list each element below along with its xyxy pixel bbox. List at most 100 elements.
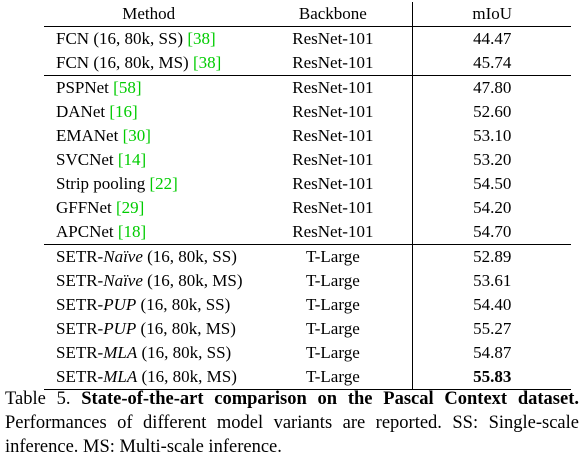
citation-link[interactable]: [58]	[113, 78, 142, 97]
cell-backbone: T-Large	[305, 271, 360, 290]
table-row: FCN (16, 80k, SS) [38] ResNet-101 44.47	[44, 26, 571, 51]
cell-backbone: ResNet-101	[292, 126, 374, 145]
method-name: SETR-	[56, 247, 104, 266]
cell-miou: 53.20	[412, 148, 571, 172]
table-row: EMANet [30] ResNet-101 53.10	[44, 124, 571, 148]
method-settings: (16, 80k, MS)	[142, 271, 243, 290]
cell-miou: 54.20	[412, 196, 571, 220]
citation-link[interactable]: [14]	[117, 150, 147, 169]
table-row: Strip pooling [22] ResNet-101 54.50	[44, 172, 571, 196]
method-name: FCN (16, 80k, MS)	[56, 53, 193, 72]
table-row: FCN (16, 80k, MS) [38] ResNet-101 45.74	[44, 51, 571, 76]
method-variant: Naïve	[103, 271, 143, 290]
method-settings: (16, 80k, MS)	[136, 319, 236, 338]
cell-method: FCN (16, 80k, MS) [38]	[44, 51, 253, 76]
cell-miou: 55.27	[412, 317, 571, 341]
method-settings: (16, 80k, MS)	[137, 367, 237, 386]
cell-backbone: ResNet-101	[292, 150, 374, 169]
method-settings: (16, 80k, SS)	[136, 295, 231, 314]
table-row: SETR-Naïve (16, 80k, MS) T-Large 53.61	[44, 269, 571, 293]
method-name: PSPNet	[56, 78, 114, 97]
citation-link[interactable]: [30]	[122, 126, 151, 145]
table-row: SETR-PUP (16, 80k, SS) T-Large 54.40	[44, 293, 571, 317]
header-method: Method	[122, 4, 176, 23]
cell-backbone: T-Large	[253, 244, 413, 269]
table-header-row: Method Backbone mIoU	[44, 2, 571, 27]
cell-miou: 55.83	[412, 365, 571, 390]
cell-method: FCN (16, 80k, SS) [38]	[44, 26, 254, 51]
cell-backbone: ResNet-101	[253, 26, 413, 51]
method-name: EMANet	[56, 126, 123, 145]
method-variant: MLA	[103, 343, 138, 362]
method-variant: MLA	[103, 367, 138, 386]
table-row: SETR-MLA (16, 80k, SS) T-Large 54.87	[44, 341, 571, 365]
cell-backbone: T-Large	[305, 295, 360, 314]
cell-backbone: T-Large	[305, 343, 360, 362]
citation-link[interactable]: [38]	[192, 53, 222, 72]
header-backbone: Backbone	[298, 4, 367, 23]
cell-miou: 45.74	[412, 51, 571, 76]
results-table-container: Method Backbone mIoU FCN (16, 80k, SS) […	[44, 2, 585, 390]
table-row: SETR-MLA (16, 80k, MS) T-Large 55.83	[44, 365, 571, 390]
cell-miou: 44.47	[412, 26, 571, 51]
citation-link[interactable]: [29]	[115, 198, 145, 217]
cell-method: SVCNet [14]	[44, 148, 253, 172]
citation-link[interactable]: [18]	[117, 222, 147, 241]
method-settings: (16, 80k, SS)	[137, 343, 232, 362]
cell-method: SETR-MLA (16, 80k, MS)	[44, 365, 254, 390]
cell-method: Strip pooling [22]	[44, 172, 253, 196]
method-name: FCN (16, 80k, SS)	[56, 29, 188, 48]
caption-bold-text: State-of-the-art comparison on the Pasca…	[81, 389, 580, 409]
cell-miou: 54.40	[412, 293, 571, 317]
table-body: FCN (16, 80k, SS) [38] ResNet-101 44.47 FCN…	[44, 26, 571, 390]
table-caption: Table 5. State-of-the-art comparison on …	[5, 387, 579, 459]
method-name: GFFNet	[56, 198, 116, 217]
cell-method: GFFNet [29]	[44, 196, 253, 220]
cell-miou: 47.80	[412, 75, 571, 100]
table-row: GFFNet [29] ResNet-101 54.20	[44, 196, 571, 220]
cell-method: SETR-Naïve (16, 80k, MS)	[44, 269, 253, 293]
method-name: SETR-	[56, 271, 104, 290]
cell-method: APCNet [18]	[44, 220, 253, 245]
citation-link[interactable]: [22]	[149, 174, 178, 193]
method-name: SETR-	[56, 295, 104, 314]
table-row: SETR-Naïve (16, 80k, SS) T-Large 52.89	[44, 244, 571, 269]
results-table: Method Backbone mIoU FCN (16, 80k, SS) […	[44, 2, 571, 390]
method-variant: Naïve	[103, 247, 143, 266]
method-name: SETR-	[56, 343, 104, 362]
method-name: DANet	[56, 102, 110, 121]
cell-backbone: ResNet-101	[292, 198, 374, 217]
method-variant: PUP	[103, 319, 137, 338]
cell-method: SETR-MLA (16, 80k, SS)	[44, 341, 253, 365]
cell-backbone: ResNet-101	[292, 102, 374, 121]
caption-text: Performances of different model variants…	[5, 413, 579, 457]
method-name: SETR-	[56, 367, 104, 386]
cell-method: SETR-Naïve (16, 80k, SS)	[44, 244, 254, 269]
citation-link[interactable]: [38]	[187, 29, 216, 48]
cell-backbone: ResNet-101	[292, 174, 374, 193]
table-row: APCNet [18] ResNet-101 54.70	[44, 220, 571, 245]
method-name: SVCNet	[56, 150, 118, 169]
table-row: SVCNet [14] ResNet-101 53.20	[44, 148, 571, 172]
caption-label: Table 5.	[5, 389, 71, 409]
citation-link[interactable]: [16]	[109, 102, 138, 121]
cell-miou: 52.60	[412, 100, 571, 124]
cell-backbone: T-Large	[253, 365, 413, 390]
cell-miou: 53.10	[412, 124, 571, 148]
cell-miou: 54.87	[412, 341, 571, 365]
method-name: Strip pooling	[56, 174, 150, 193]
table-row: SETR-PUP (16, 80k, MS) T-Large 55.27	[44, 317, 571, 341]
method-variant: PUP	[103, 295, 137, 314]
header-miou: mIoU	[412, 2, 571, 27]
cell-method: DANet [16]	[44, 100, 253, 124]
cell-backbone: T-Large	[305, 319, 360, 338]
method-name: APCNet	[56, 222, 118, 241]
cell-backbone: ResNet-101	[253, 75, 413, 100]
cell-miou: 54.70	[412, 220, 571, 245]
method-name: SETR-	[56, 319, 104, 338]
table-row: PSPNet [58] ResNet-101 47.80	[44, 75, 571, 100]
cell-miou: 52.89	[412, 244, 571, 269]
method-settings: (16, 80k, SS)	[142, 247, 237, 266]
cell-miou: 54.50	[412, 172, 571, 196]
cell-method: SETR-PUP (16, 80k, SS)	[44, 293, 253, 317]
